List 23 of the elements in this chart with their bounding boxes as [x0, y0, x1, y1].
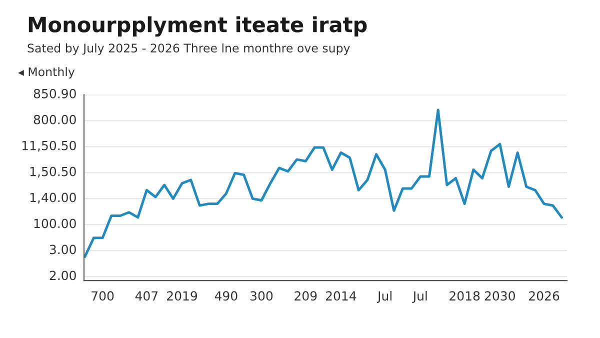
chart-title: Monourpplyment iteate iratp: [28, 16, 367, 37]
x-tick-label: 300: [250, 291, 273, 301]
text: 1,40.00: [30, 192, 76, 204]
text: 800.00: [34, 114, 76, 124]
text: 850.90: [34, 88, 76, 98]
x-tick-label: 2018: [450, 291, 480, 301]
x-tick-label: 490: [214, 291, 238, 301]
x-tick-label: 2026: [529, 291, 560, 301]
x-tick-label: 700: [92, 291, 114, 301]
chart-subtitle: Sated by July 2025 - 2026 Three lne monthre ove supy: [28, 43, 350, 55]
x-tick-label: Jul: [412, 290, 427, 303]
text: 1,50.50: [30, 166, 76, 178]
text: 2.00: [50, 270, 76, 280]
x-tick-label: 2030: [484, 291, 515, 301]
text: 3.00: [50, 244, 76, 254]
text: ◂ Monthly: [18, 67, 75, 79]
text: 100.00: [34, 218, 76, 228]
x-tick-label: Jul: [376, 290, 392, 303]
x-tick-label: 2014: [326, 291, 356, 301]
text: 11,50.50: [22, 140, 76, 152]
x-tick-label: 407: [135, 291, 158, 301]
x-tick-label: 209: [294, 291, 317, 301]
x-tick-label: 2019: [167, 291, 198, 301]
